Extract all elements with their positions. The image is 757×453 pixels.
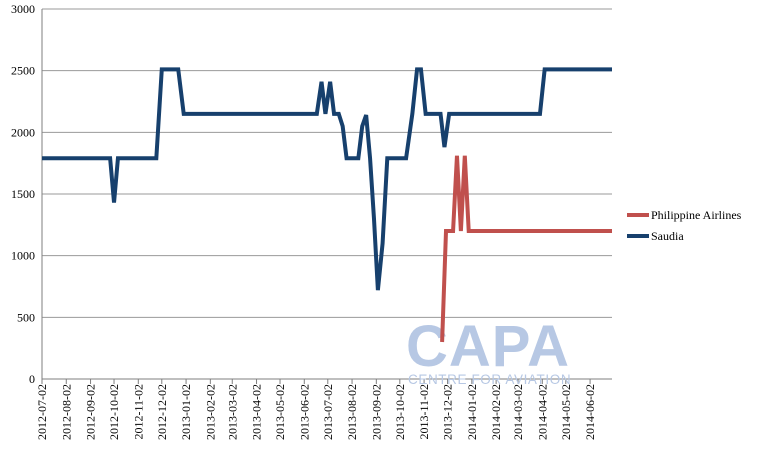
gridlines [42, 8, 612, 318]
x-tick-label: 2014-02-02 [489, 384, 503, 440]
x-tick-label: 2013-12-02 [441, 384, 455, 440]
x-tick-label: 2013-07-02 [321, 384, 335, 440]
y-tick-label: 2500 [11, 64, 35, 78]
series-lines [42, 67, 612, 343]
x-tick-label: 2013-04-02 [250, 384, 264, 440]
x-tick-label: 2014-01-02 [465, 384, 479, 440]
x-tick-label: 2013-03-02 [225, 384, 239, 440]
y-tick-label: 1500 [11, 187, 35, 201]
legend: Philippine Airlines Saudia [627, 208, 742, 243]
y-tick-label: 500 [17, 310, 35, 324]
x-tick-label: 2012-12-02 [155, 384, 169, 440]
x-tick-label: 2013-11-02 [417, 384, 431, 440]
x-tick-label: 2013-09-02 [369, 384, 383, 440]
axes [41, 9, 612, 384]
x-tick-label: 2013-10-02 [393, 384, 407, 440]
x-tick-label: 2014-03-02 [511, 384, 525, 440]
x-tick-label: 2012-07-02 [35, 384, 49, 440]
x-tick-label: 2012-10-02 [107, 384, 121, 440]
series-line-saudia [42, 67, 612, 291]
x-tick-label: 2012-09-02 [84, 384, 98, 440]
x-tick-label: 2013-06-02 [297, 384, 311, 440]
series-line-philippine-airlines [440, 155, 612, 343]
y-tick-labels: 0 500 1000 1500 2000 2500 3000 [11, 2, 35, 386]
x-tick-label: 2013-08-02 [345, 384, 359, 440]
watermark-main-text: CAPA [406, 314, 570, 379]
x-tick-label: 2012-11-02 [131, 384, 145, 440]
y-tick-label: 0 [29, 372, 35, 386]
x-tick-label: 2013-05-02 [273, 384, 287, 440]
watermark-sub-text: CENTRE FOR AVIATION [408, 372, 571, 387]
x-tick-label: 2014-06-02 [583, 384, 597, 440]
legend-label: Saudia [651, 229, 684, 243]
legend-label: Philippine Airlines [651, 208, 742, 222]
x-tick-label: 2012-08-02 [59, 384, 73, 440]
x-tick-label: 2013-02-02 [203, 384, 217, 440]
x-tick-label: 2013-01-02 [179, 384, 193, 440]
x-tick-label: 2014-05-02 [559, 384, 573, 440]
y-tick-label: 2000 [11, 125, 35, 139]
capa-watermark: CAPA CENTRE FOR AVIATION [406, 314, 571, 387]
y-tick-label: 1000 [11, 249, 35, 263]
x-tick-labels: 2012-07-02 2012-08-02 2012-09-02 2012-10-02… [35, 384, 597, 440]
y-tick-label: 3000 [11, 2, 35, 16]
x-tick-label: 2014-04-02 [535, 384, 549, 440]
